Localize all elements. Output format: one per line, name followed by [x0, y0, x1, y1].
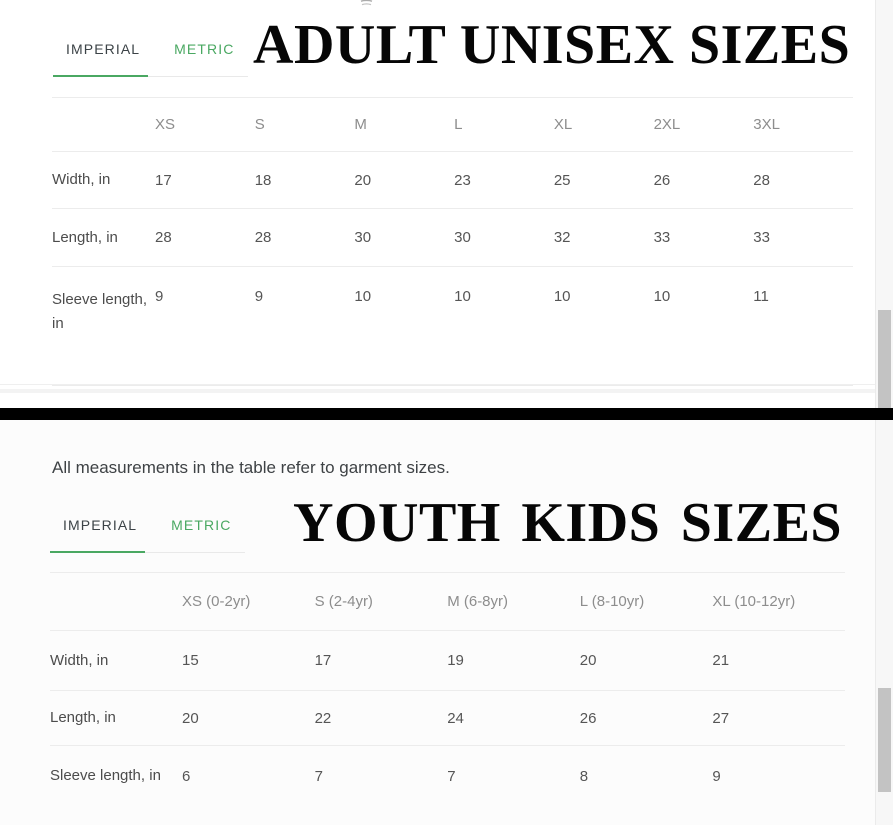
youth-cell-2-0: 6	[182, 767, 191, 785]
adult-cell-1-3: 30	[454, 229, 471, 246]
youth-table-row-1: Length, in 20 22 24 26 27	[50, 691, 845, 746]
adult-tab-metric[interactable]: METRIC	[174, 41, 235, 57]
adult-cell-0-6: 28	[753, 171, 770, 189]
youth-col-header-4: XL (10-12yr)	[712, 593, 796, 610]
adult-col-header-4: XL	[553, 116, 573, 133]
adult-cell-0-2: 20	[354, 171, 372, 189]
youth-scrollbar-track[interactable]	[875, 420, 893, 825]
adult-cell-2-3: 10	[454, 288, 471, 305]
adult-cell-0-3: 23	[454, 171, 471, 189]
adult-table-row-1: Length, in 28 28 30 30 32 33 33	[52, 209, 853, 267]
youth-cell-1-2: 24	[447, 709, 464, 727]
youth-scrollbar-thumb[interactable]	[878, 688, 891, 792]
adult-cell-2-1: 9	[254, 288, 264, 305]
youth-size-panel: All measurements in the table refer to g…	[0, 420, 893, 825]
youth-cell-1-4: 27	[712, 709, 730, 727]
adult-table-row-2: Sleeve length, in 9 9 10 10 10 10 11	[52, 267, 853, 386]
measurement-note: All measurements in the table refer to g…	[52, 458, 450, 477]
youth-row-label-1: Length, in	[50, 709, 116, 726]
adult-title: ADULT UNISEX SIZES	[253, 14, 851, 76]
adult-col-header-6: 3XL	[753, 116, 780, 133]
adult-table-row-0: Width, in 17 18 20 23 25 26 28	[52, 152, 853, 209]
adult-cell-0-1: 18	[254, 171, 272, 189]
youth-tab-imperial[interactable]: IMPERIAL	[63, 517, 138, 533]
adult-col-header-1: S	[254, 116, 265, 133]
youth-cell-0-2: 19	[447, 652, 464, 669]
adult-unit-tabs: IMPERIAL METRIC	[66, 40, 234, 58]
adult-row-label-2: Sleeve length, in	[52, 291, 148, 332]
youth-cell-2-2: 7	[447, 767, 456, 785]
youth-row-label-0: Width, in	[50, 651, 109, 669]
youth-col-header-0: XS (0-2yr)	[182, 593, 251, 610]
adult-cell-2-2: 10	[354, 288, 372, 305]
adult-size-panel: IMPERIAL METRIC ADULT UNISEX SIZES XS S M L…	[0, 0, 893, 408]
youth-col-header-3: L (8-10yr)	[579, 593, 645, 610]
adult-cell-1-0: 28	[155, 229, 172, 246]
youth-table-row-2: Sleeve length, in 6 7 7 8 9	[50, 746, 845, 806]
adult-cell-2-4: 10	[553, 288, 571, 305]
adult-tab-active-indicator	[53, 75, 148, 77]
youth-cell-2-3: 8	[579, 767, 589, 785]
adult-size-table: XS S M L XL 2XL 3XL Width, in 17 18 20 23 25 26 28 Leng…	[52, 97, 853, 386]
youth-row-label-2: Sleeve length, in	[50, 767, 161, 784]
adult-cell-2-6: 11	[753, 288, 769, 305]
youth-col-header-2: M (6-8yr)	[447, 593, 509, 610]
adult-header-row: XS S M L XL 2XL 3XL	[52, 98, 853, 152]
adult-col-header-5: 2XL	[653, 116, 681, 133]
widget-edge-band	[0, 389, 876, 393]
youth-cell-2-1: 7	[314, 767, 323, 785]
youth-cell-1-3: 26	[579, 709, 597, 727]
youth-cell-0-0: 15	[182, 652, 199, 669]
adult-cell-1-5: 33	[653, 229, 671, 246]
adult-cell-2-0: 9	[155, 288, 164, 305]
adult-scrollbar-thumb[interactable]	[878, 310, 891, 408]
youth-cell-0-1: 17	[314, 652, 332, 669]
youth-unit-tabs: IMPERIAL METRIC	[63, 516, 231, 534]
adult-cell-2-5: 10	[653, 288, 671, 305]
section-divider	[0, 408, 893, 420]
youth-tab-active-indicator	[50, 551, 145, 553]
youth-table-row-0: Width, in 15 17 19 20 21	[50, 631, 845, 691]
adult-cell-1-6: 33	[753, 229, 770, 246]
adult-scrollbar-track[interactable]	[875, 0, 893, 408]
adult-col-header-2: M	[354, 116, 367, 133]
adult-tab-underline-track	[53, 76, 248, 77]
adult-row-label-1: Length, in	[52, 228, 118, 246]
youth-tab-metric[interactable]: METRIC	[171, 517, 232, 533]
adult-cell-1-2: 30	[354, 229, 372, 246]
youth-tab-underline-track	[50, 552, 245, 553]
adult-cell-1-1: 28	[254, 229, 272, 246]
youth-size-table: XS (0-2yr) S (2-4yr) M (6-8yr) L (8-10yr) XL…	[50, 572, 845, 806]
adult-cell-1-4: 32	[553, 229, 571, 246]
youth-col-header-1: S (2-4yr)	[314, 593, 373, 610]
youth-cell-1-1: 22	[314, 709, 332, 727]
youth-title: YOUTH KIDS SIZES	[293, 492, 843, 554]
adult-col-header-0: XS	[155, 116, 176, 133]
youth-cell-2-4: 9	[712, 767, 721, 785]
widget-edge-line	[0, 384, 876, 385]
adult-tab-imperial[interactable]: IMPERIAL	[66, 41, 141, 57]
youth-header-row: XS (0-2yr) S (2-4yr) M (6-8yr) L (8-10yr) XL…	[50, 573, 845, 631]
youth-cell-1-0: 20	[182, 709, 199, 727]
adult-col-header-3: L	[454, 116, 463, 133]
adult-cell-0-5: 26	[653, 171, 671, 189]
adult-cell-0-0: 17	[155, 171, 172, 189]
youth-cell-0-4: 21	[712, 652, 730, 669]
adult-cell-0-4: 25	[553, 171, 571, 189]
youth-cell-0-3: 20	[579, 652, 597, 669]
adult-row-label-0: Width, in	[52, 171, 111, 188]
cropped-text-artifact	[360, 0, 373, 6]
